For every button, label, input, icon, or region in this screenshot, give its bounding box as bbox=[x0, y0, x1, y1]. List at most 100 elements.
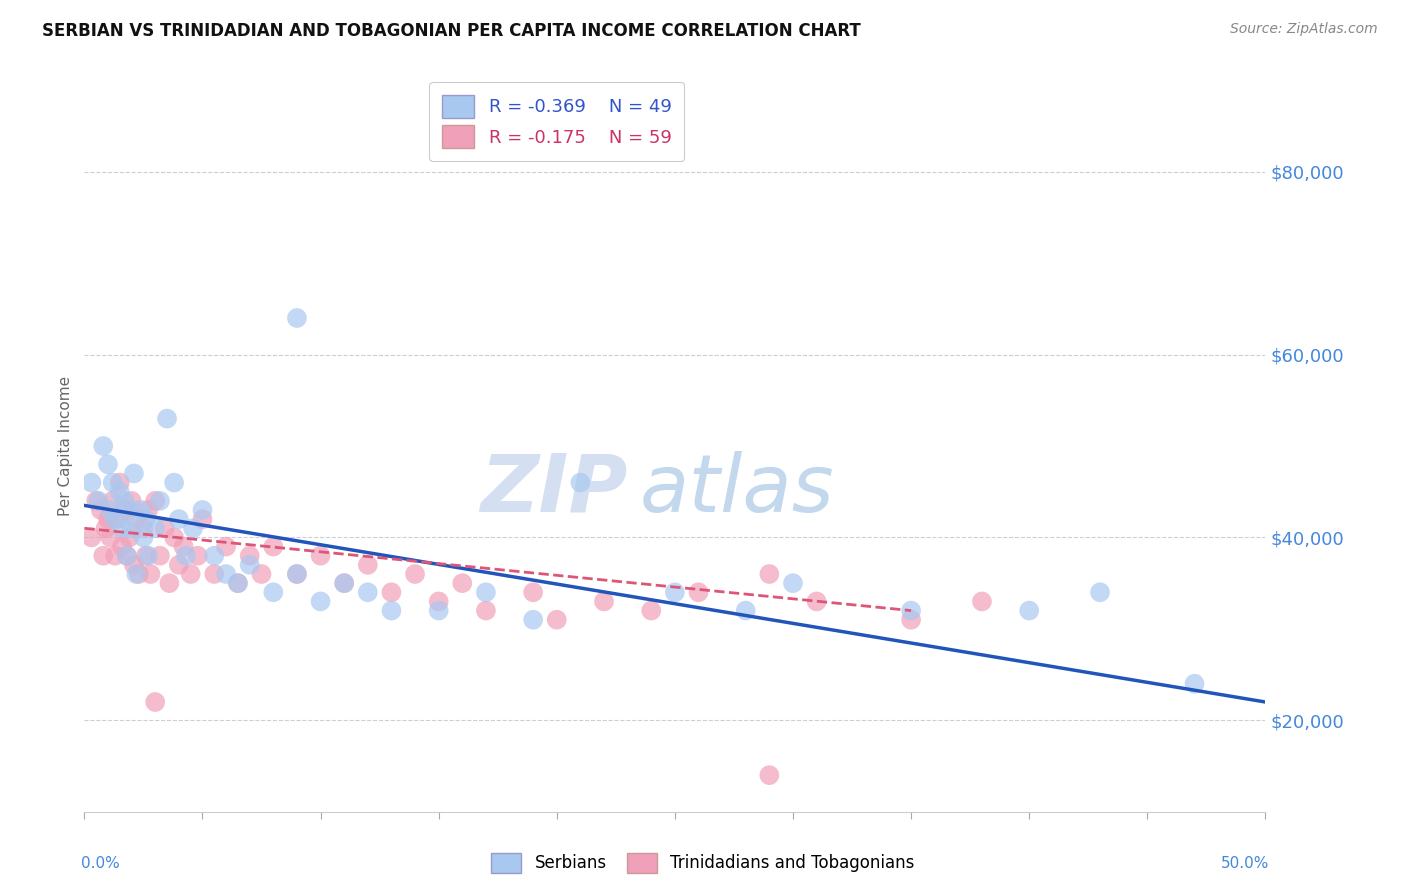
Point bbox=[115, 549, 138, 563]
Point bbox=[1088, 585, 1111, 599]
Point bbox=[758, 567, 780, 582]
Point bbox=[262, 585, 284, 599]
Text: Source: ZipAtlas.com: Source: ZipAtlas.com bbox=[1230, 22, 1378, 37]
Point bbox=[782, 576, 804, 591]
Point bbox=[136, 503, 159, 517]
Point bbox=[239, 549, 262, 563]
Point bbox=[262, 540, 284, 554]
Point bbox=[143, 695, 166, 709]
Point bbox=[91, 549, 114, 563]
Point bbox=[97, 457, 120, 471]
Point bbox=[522, 613, 544, 627]
Point bbox=[135, 512, 157, 526]
Point bbox=[226, 576, 249, 591]
Point bbox=[806, 594, 828, 608]
Point bbox=[333, 576, 356, 591]
Point bbox=[191, 512, 214, 526]
Point bbox=[309, 549, 332, 563]
Point bbox=[107, 512, 129, 526]
Point bbox=[734, 603, 756, 617]
Point bbox=[167, 558, 190, 572]
Point bbox=[163, 475, 186, 490]
Point bbox=[226, 576, 249, 591]
Point bbox=[239, 558, 262, 572]
Point bbox=[758, 768, 780, 782]
Point bbox=[80, 475, 103, 490]
Text: 0.0%: 0.0% bbox=[80, 855, 120, 871]
Point bbox=[202, 567, 225, 582]
Point bbox=[149, 493, 172, 508]
Point bbox=[80, 530, 103, 544]
Legend: R = -0.369    N = 49, R = -0.175    N = 59: R = -0.369 N = 49, R = -0.175 N = 59 bbox=[429, 82, 685, 161]
Point bbox=[149, 549, 172, 563]
Point bbox=[475, 603, 498, 617]
Point bbox=[129, 503, 152, 517]
Point bbox=[115, 549, 138, 563]
Point bbox=[125, 567, 148, 582]
Point bbox=[91, 439, 114, 453]
Point bbox=[143, 521, 166, 535]
Point bbox=[104, 549, 127, 563]
Point bbox=[143, 493, 166, 508]
Point bbox=[163, 530, 186, 544]
Point bbox=[111, 521, 134, 535]
Y-axis label: Per Capita Income: Per Capita Income bbox=[58, 376, 73, 516]
Point bbox=[664, 585, 686, 599]
Point bbox=[181, 521, 204, 535]
Point bbox=[156, 411, 179, 425]
Point bbox=[202, 549, 225, 563]
Point bbox=[101, 475, 124, 490]
Point bbox=[121, 521, 143, 535]
Point bbox=[569, 475, 592, 490]
Point bbox=[122, 558, 145, 572]
Text: SERBIAN VS TRINIDADIAN AND TOBAGONIAN PER CAPITA INCOME CORRELATION CHART: SERBIAN VS TRINIDADIAN AND TOBAGONIAN PE… bbox=[42, 22, 860, 40]
Point bbox=[285, 567, 308, 582]
Point bbox=[111, 540, 134, 554]
Point bbox=[125, 512, 148, 526]
Point bbox=[357, 585, 380, 599]
Point bbox=[135, 549, 157, 563]
Point bbox=[139, 567, 162, 582]
Point bbox=[522, 585, 544, 599]
Point bbox=[285, 567, 308, 582]
Legend: Serbians, Trinidadians and Tobagonians: Serbians, Trinidadians and Tobagonians bbox=[485, 847, 921, 880]
Point bbox=[900, 603, 922, 617]
Point bbox=[90, 503, 112, 517]
Point bbox=[167, 512, 190, 526]
Point bbox=[250, 567, 273, 582]
Point bbox=[285, 310, 308, 325]
Point bbox=[1018, 603, 1040, 617]
Point bbox=[98, 503, 121, 517]
Point bbox=[122, 467, 145, 481]
Point bbox=[94, 521, 117, 535]
Point bbox=[87, 493, 110, 508]
Point bbox=[427, 603, 450, 617]
Point bbox=[593, 594, 616, 608]
Point bbox=[333, 576, 356, 591]
Point bbox=[688, 585, 710, 599]
Text: atlas: atlas bbox=[640, 450, 834, 529]
Point bbox=[546, 613, 568, 627]
Point bbox=[108, 484, 131, 499]
Point bbox=[121, 493, 143, 508]
Point bbox=[451, 576, 474, 591]
Point bbox=[153, 521, 176, 535]
Point bbox=[118, 503, 141, 517]
Point bbox=[114, 493, 136, 508]
Point bbox=[84, 493, 107, 508]
Point bbox=[404, 567, 426, 582]
Point bbox=[427, 594, 450, 608]
Point bbox=[128, 567, 150, 582]
Point bbox=[475, 585, 498, 599]
Point bbox=[98, 530, 121, 544]
Text: 50.0%: 50.0% bbox=[1220, 855, 1270, 871]
Point bbox=[104, 512, 127, 526]
Point bbox=[157, 576, 180, 591]
Point bbox=[640, 603, 662, 617]
Point bbox=[1184, 676, 1206, 690]
Point bbox=[357, 558, 380, 572]
Point bbox=[101, 493, 124, 508]
Point bbox=[309, 594, 332, 608]
Point bbox=[136, 549, 159, 563]
Point bbox=[132, 530, 155, 544]
